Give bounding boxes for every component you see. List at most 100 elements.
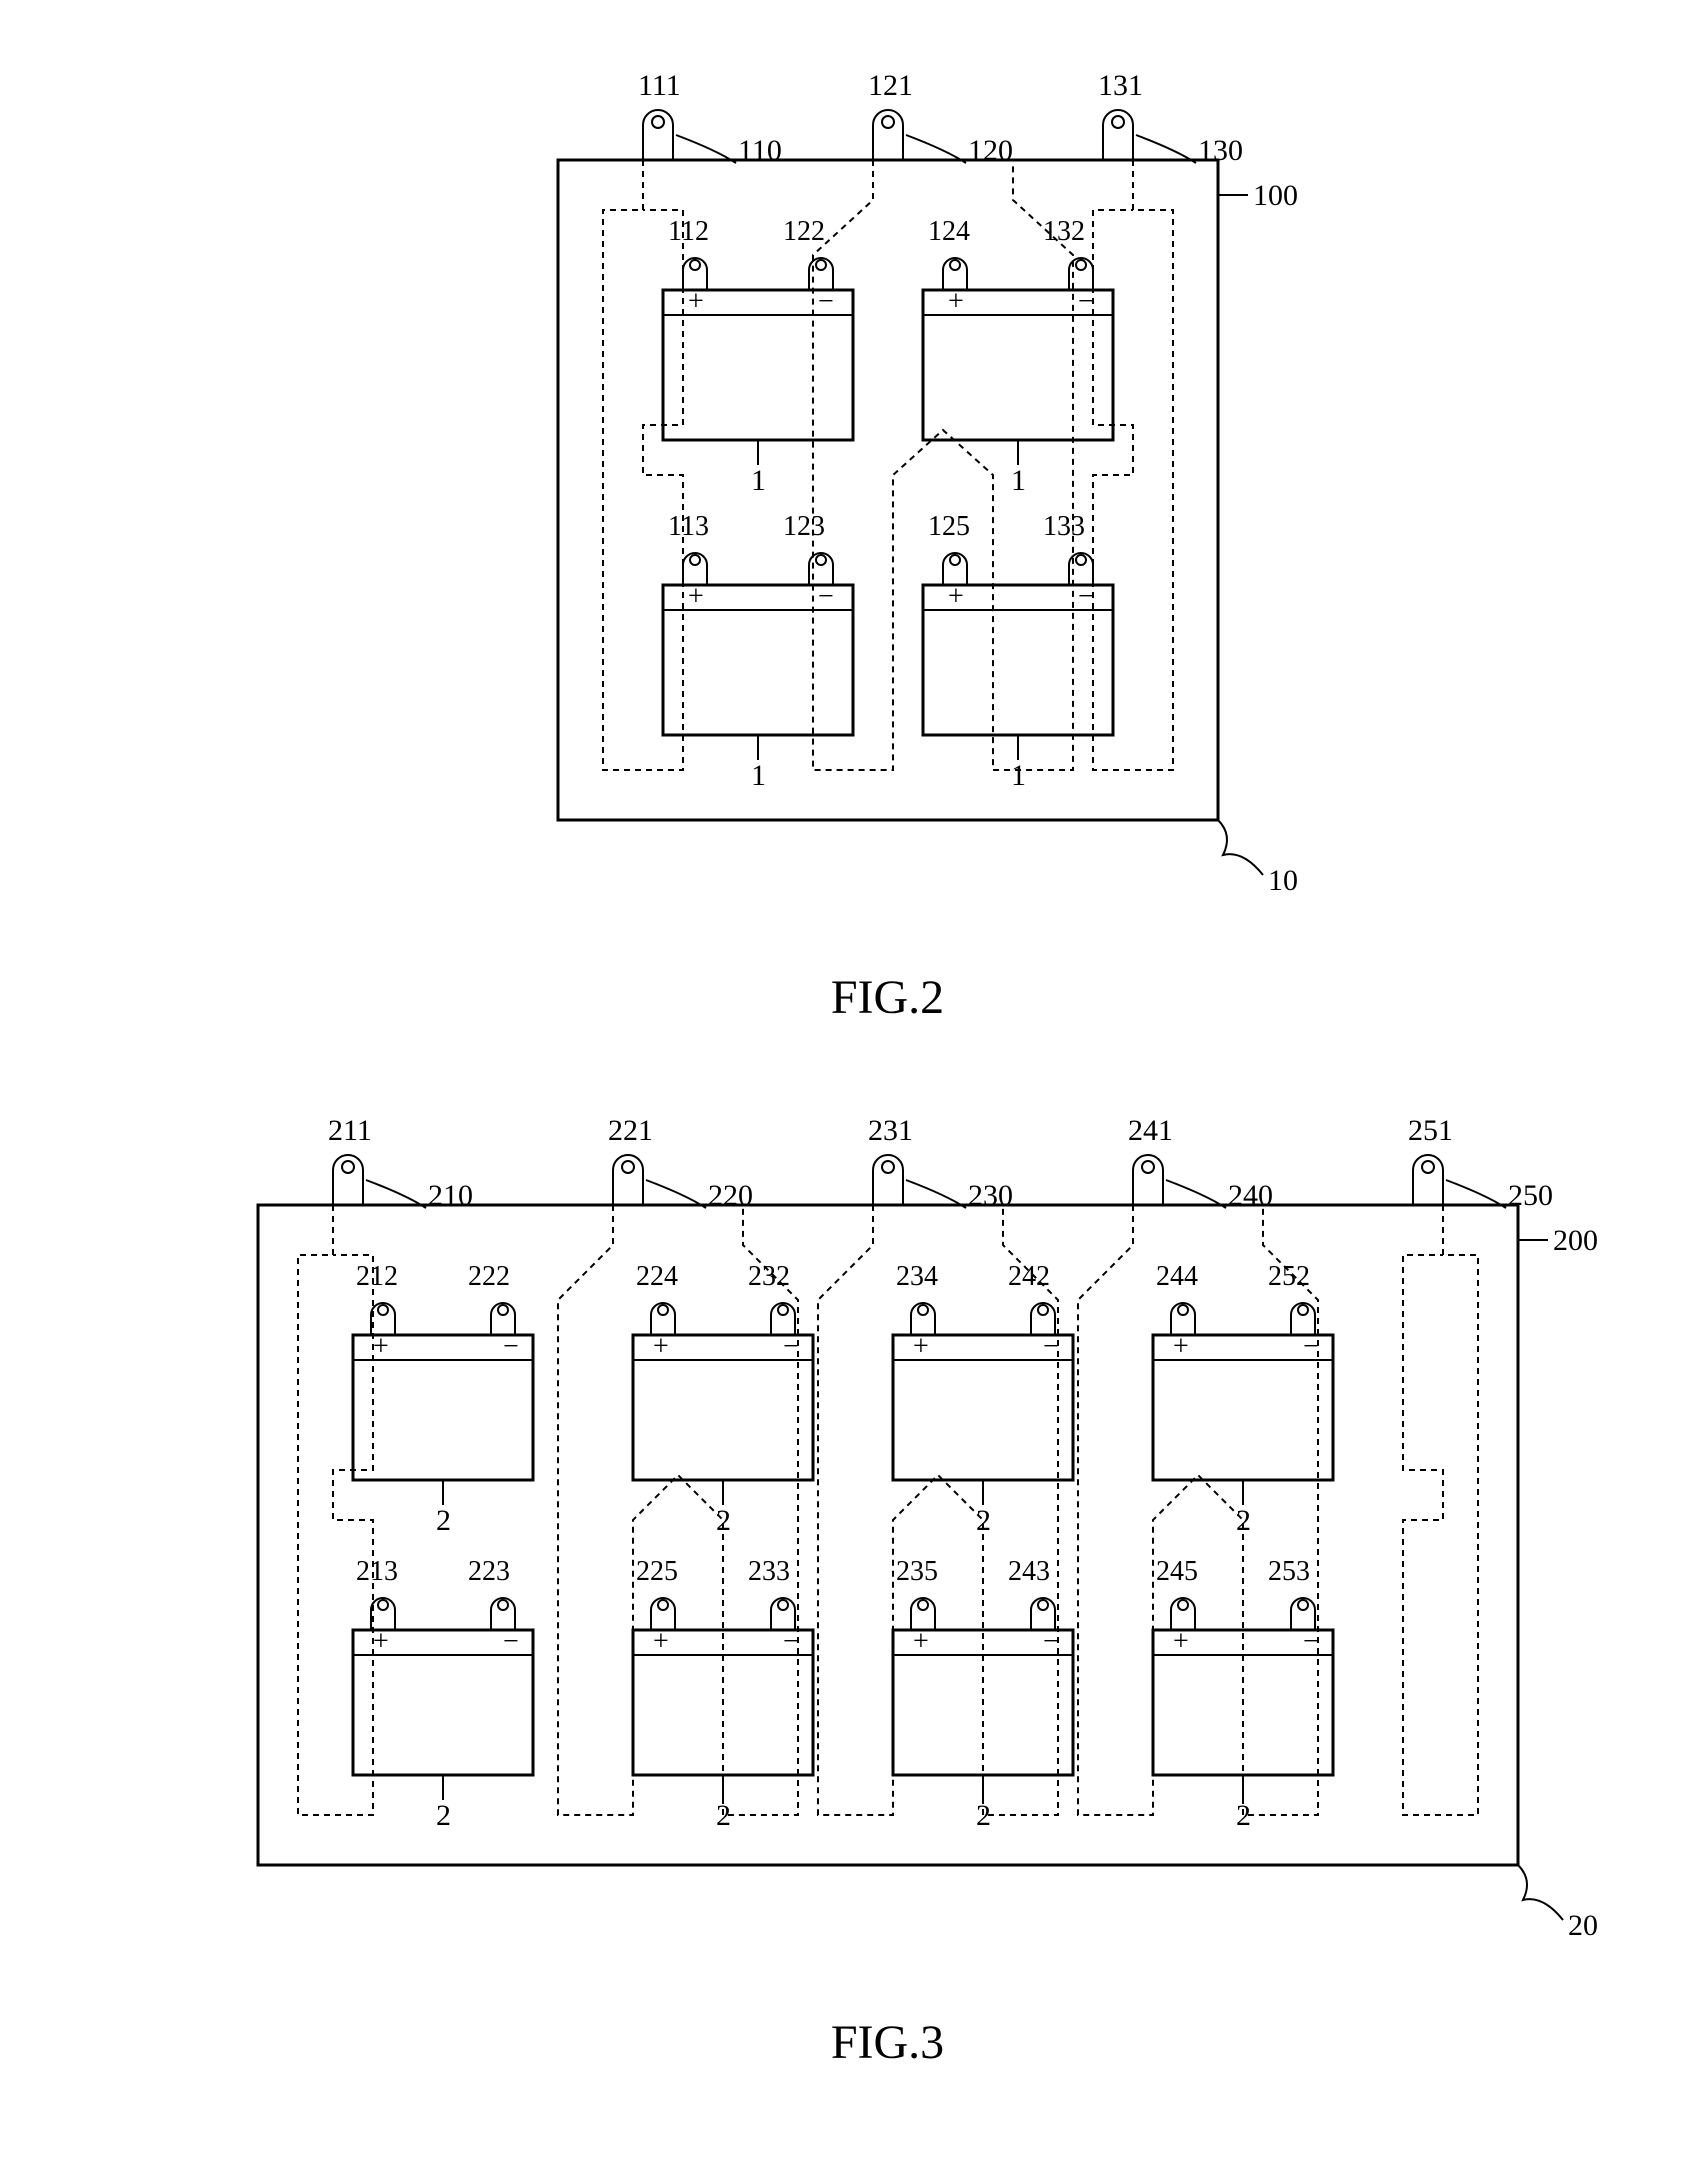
svg-text:+: + xyxy=(948,581,964,612)
tab3-1: 211 210 xyxy=(328,1114,473,1212)
svg-text:221: 221 xyxy=(608,1114,653,1147)
arrow-10 xyxy=(1218,820,1263,875)
svg-text:+: + xyxy=(688,286,704,317)
svg-text:222: 222 xyxy=(468,1261,510,1292)
svg-text:245: 245 xyxy=(1156,1556,1198,1587)
label-10: 10 xyxy=(1268,864,1298,897)
svg-text:230: 230 xyxy=(968,1179,1013,1212)
dash-right xyxy=(1093,160,1173,770)
svg-text:+: + xyxy=(1173,1331,1189,1362)
svg-text:234: 234 xyxy=(896,1261,938,1292)
tab3-4: 241 240 xyxy=(1128,1114,1273,1212)
svg-text:+: + xyxy=(653,1626,669,1657)
svg-text:+: + xyxy=(913,1331,929,1362)
label-131: 131 xyxy=(1098,69,1143,102)
fig3-caption: FIG.3 xyxy=(40,2015,1695,2070)
svg-text:1: 1 xyxy=(1011,464,1026,497)
fig2-caption: FIG.2 xyxy=(40,970,1695,1025)
outer-box xyxy=(558,160,1218,820)
cell-r2-left: + − 113 123 1 xyxy=(663,511,853,792)
svg-text:2: 2 xyxy=(1236,1504,1251,1537)
svg-text:+: + xyxy=(948,286,964,317)
svg-text:2: 2 xyxy=(976,1504,991,1537)
tab-1: 111 110 xyxy=(638,69,782,167)
arrow-20 xyxy=(1518,1865,1563,1920)
svg-text:−: − xyxy=(1303,1331,1319,1362)
svg-text:−: − xyxy=(818,581,834,612)
svg-text:220: 220 xyxy=(708,1179,753,1212)
label-133: 133 xyxy=(1043,511,1085,542)
svg-text:253: 253 xyxy=(1268,1556,1310,1587)
label-111: 111 xyxy=(638,69,681,102)
svg-text:+: + xyxy=(688,581,704,612)
svg-text:2: 2 xyxy=(436,1799,451,1832)
svg-text:−: − xyxy=(503,1331,519,1362)
svg-text:252: 252 xyxy=(1268,1261,1310,1292)
svg-text:+: + xyxy=(913,1626,929,1657)
svg-text:2: 2 xyxy=(436,1504,451,1537)
label-125: 125 xyxy=(928,511,970,542)
label-20: 20 xyxy=(1568,1909,1598,1942)
label-122: 122 xyxy=(783,216,825,247)
svg-text:212: 212 xyxy=(356,1261,398,1292)
svg-text:2: 2 xyxy=(716,1799,731,1832)
svg-text:−: − xyxy=(783,1331,799,1362)
label-121: 121 xyxy=(868,69,913,102)
svg-text:−: − xyxy=(818,286,834,317)
svg-text:233: 233 xyxy=(748,1556,790,1587)
svg-text:250: 250 xyxy=(1508,1179,1553,1212)
label-110: 110 xyxy=(738,134,782,167)
svg-text:251: 251 xyxy=(1408,1114,1453,1147)
svg-text:+: + xyxy=(373,1331,389,1362)
dash-left xyxy=(603,160,683,770)
svg-text:−: − xyxy=(1043,1626,1059,1657)
label-130: 130 xyxy=(1198,134,1243,167)
fig3-svg: 211 210 221 220 231 230 241 240 251 250 … xyxy=(138,1085,1638,1985)
label-132: 132 xyxy=(1043,216,1085,247)
svg-text:213: 213 xyxy=(356,1556,398,1587)
svg-text:−: − xyxy=(1078,286,1094,317)
svg-text:232: 232 xyxy=(748,1261,790,1292)
svg-text:231: 231 xyxy=(868,1114,913,1147)
page: 111 110 121 120 131 130 100 + − xyxy=(40,40,1695,2070)
svg-text:1: 1 xyxy=(751,464,766,497)
cell-r2-right: + − 125 133 1 xyxy=(923,511,1113,792)
cell-r1-right: + − 124 132 1 xyxy=(923,216,1113,497)
label-200: 200 xyxy=(1553,1224,1598,1257)
svg-text:−: − xyxy=(1078,581,1094,612)
figure-2: 111 110 121 120 131 130 100 + − xyxy=(40,40,1695,1025)
svg-text:−: − xyxy=(1303,1626,1319,1657)
tab-2: 121 120 xyxy=(868,69,1013,167)
col1: + − 212 222 2 + − 213 223 2 xyxy=(353,1261,533,1832)
tab-3: 131 130 xyxy=(1098,69,1243,167)
label-113: 113 xyxy=(668,511,709,542)
svg-text:243: 243 xyxy=(1008,1556,1050,1587)
tab3-5: 251 250 xyxy=(1408,1114,1553,1212)
svg-text:242: 242 xyxy=(1008,1261,1050,1292)
label-123: 123 xyxy=(783,511,825,542)
svg-text:−: − xyxy=(783,1626,799,1657)
svg-text:1: 1 xyxy=(751,759,766,792)
svg-text:244: 244 xyxy=(1156,1261,1198,1292)
label-120: 120 xyxy=(968,134,1013,167)
svg-text:−: − xyxy=(1043,1331,1059,1362)
svg-text:223: 223 xyxy=(468,1556,510,1587)
fig2-svg: 111 110 121 120 131 130 100 + − xyxy=(388,40,1388,940)
svg-text:210: 210 xyxy=(428,1179,473,1212)
cell-r1-left: + − 112 122 1 xyxy=(663,216,853,497)
svg-text:2: 2 xyxy=(976,1799,991,1832)
svg-text:224: 224 xyxy=(636,1261,678,1292)
tab3-3: 231 230 xyxy=(868,1114,1013,1212)
svg-text:235: 235 xyxy=(896,1556,938,1587)
svg-text:+: + xyxy=(1173,1626,1189,1657)
label-124: 124 xyxy=(928,216,970,247)
svg-text:241: 241 xyxy=(1128,1114,1173,1147)
svg-text:1: 1 xyxy=(1011,759,1026,792)
svg-text:+: + xyxy=(653,1331,669,1362)
svg-text:2: 2 xyxy=(716,1504,731,1537)
label-100: 100 xyxy=(1253,179,1298,212)
svg-text:2: 2 xyxy=(1236,1799,1251,1832)
tab3-2: 221 220 xyxy=(608,1114,753,1212)
svg-text:240: 240 xyxy=(1228,1179,1273,1212)
label-112: 112 xyxy=(668,216,709,247)
